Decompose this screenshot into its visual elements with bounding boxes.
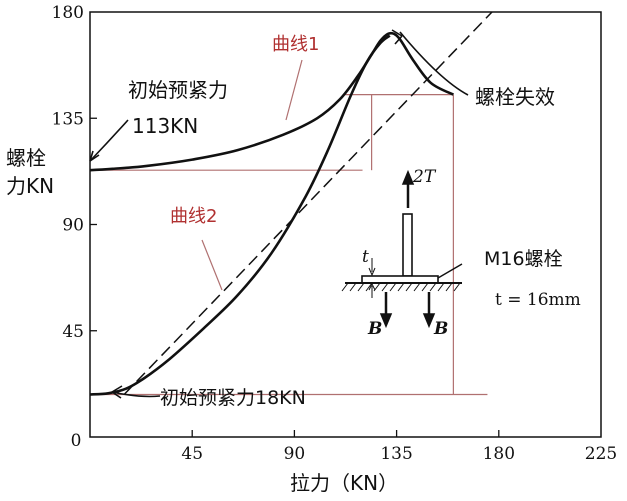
x-tick-label-180: 180 — [483, 444, 515, 464]
y-axis-label-line2: 力KN — [6, 174, 54, 198]
x-tick-label-135: 135 — [380, 444, 412, 464]
bolt-leader — [437, 263, 463, 279]
x-tick-label-225: 225 — [585, 444, 617, 464]
t-stub-web — [402, 213, 413, 277]
curves — [89, 11, 493, 396]
preload-high-label-line2: 113KN — [132, 114, 198, 138]
reaction-left-head — [379, 313, 393, 329]
leader-preload-low — [111, 391, 161, 398]
arrow-preload-high — [89, 150, 100, 162]
y-tick-label-135: 135 — [52, 109, 84, 129]
x-axis-label: 拉力（KN） — [290, 471, 398, 495]
t-mark: t — [362, 247, 369, 267]
annotation-leaders — [89, 29, 469, 399]
arrow-preload-low — [111, 385, 123, 399]
x-axis-ticks: 0 45 90 135 180 225 — [71, 430, 617, 464]
curve2-label: 曲线2 — [170, 206, 217, 227]
x-tick-label-90: 90 — [284, 444, 306, 464]
leader-curve1 — [285, 59, 303, 121]
base-hatching — [341, 282, 461, 292]
force-label: 2T — [412, 167, 437, 187]
leader-bolt-failure — [399, 31, 469, 96]
series-line-0 — [89, 31, 454, 172]
y-tick-label-45: 45 — [62, 322, 84, 342]
curve1-label: 曲线1 — [272, 34, 319, 55]
thickness-label: t = 16mm — [495, 290, 581, 310]
guide-lines — [90, 94, 488, 396]
preload-high-label-line1: 初始预紧力 — [128, 78, 228, 102]
plot-frame — [89, 11, 602, 438]
t-stub-diagram — [341, 169, 463, 329]
force-arrow-head — [401, 169, 415, 185]
bolt-failure-label: 螺栓失效 — [475, 85, 555, 109]
y-axis-ticks: 45 90 135 180 — [52, 3, 97, 342]
leader-preload-high — [89, 119, 129, 162]
x-tick-label-0: 0 — [71, 431, 82, 451]
series-line-2 — [123, 11, 493, 396]
t-dim-arrow-bottom — [368, 282, 376, 291]
reaction-right-head — [422, 313, 436, 329]
preload-low-label: 初始预紧力18KN — [160, 387, 306, 409]
x-tick-label-45: 45 — [181, 444, 203, 464]
t-dim-arrow-top — [368, 267, 376, 277]
series-line-1 — [89, 34, 391, 396]
y-axis-label-line1: 螺栓 — [6, 146, 46, 170]
leader-curve2 — [201, 239, 223, 291]
reaction-right-label: B — [433, 319, 448, 339]
bolt-spec-label: M16螺栓 — [484, 248, 563, 270]
t-stub-flange — [361, 275, 439, 284]
y-tick-label-90: 90 — [62, 216, 84, 236]
reaction-left-label: B — [367, 319, 382, 339]
arrow-bolt-failure — [391, 29, 403, 45]
y-tick-label-180: 180 — [52, 3, 84, 23]
